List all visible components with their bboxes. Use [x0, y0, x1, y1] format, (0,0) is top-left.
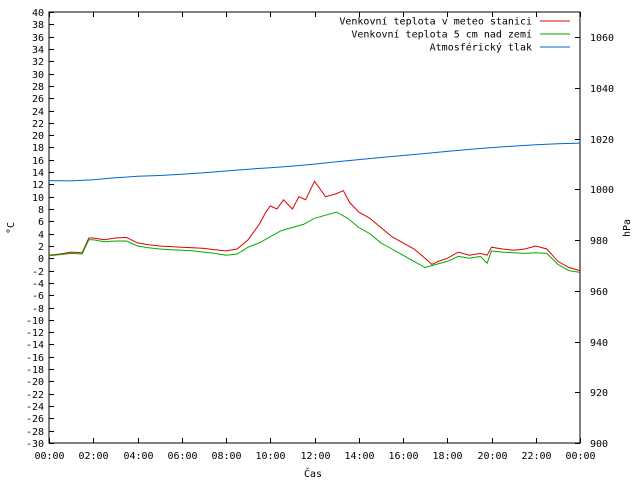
- y-right-tick-label: 1000: [590, 185, 614, 196]
- y-left-tick-label: 36: [32, 33, 44, 44]
- y-axis-right-label: hPa: [622, 219, 633, 237]
- legend-label: Venkovní teplota 5 cm nad zemí: [351, 29, 532, 41]
- x-tick-label: 00:00: [565, 451, 595, 462]
- x-tick-label: 10:00: [255, 451, 285, 462]
- y-left-tick-label: -16: [26, 353, 44, 364]
- y-left-tick-label: 38: [32, 20, 44, 31]
- x-tick-label: 14:00: [344, 451, 374, 462]
- y-right-tick-label: 1040: [590, 84, 614, 95]
- y-left-tick-label: 32: [32, 57, 44, 68]
- y-left-tick-label: 22: [32, 119, 44, 130]
- y-left-tick-label: -30: [26, 439, 44, 450]
- series-line-2: [48, 211, 581, 273]
- y-left-tick-label: 0: [38, 254, 44, 265]
- x-tick-label: 06:00: [167, 451, 197, 462]
- y-left-tick-label: 18: [32, 143, 44, 154]
- legend-label: Atmosférický tlak: [430, 42, 532, 54]
- x-tick-label: 08:00: [211, 451, 241, 462]
- y-right-tick-label: 920: [590, 388, 608, 399]
- y-left-tick-label: -6: [32, 291, 44, 302]
- legend-label: Venkovní teplota v meteo stanici: [339, 16, 532, 28]
- x-tick-label: 18:00: [432, 451, 462, 462]
- y-axis-left: 4038363432302826242220181614121086420-2-…: [26, 8, 54, 450]
- y-left-tick-label: -8: [32, 304, 44, 315]
- y-left-tick-label: 24: [32, 107, 44, 118]
- y-left-tick-label: -20: [26, 377, 44, 388]
- y-left-tick-label: 30: [32, 70, 44, 81]
- series-line-3: [48, 142, 581, 182]
- y-left-tick-label: 40: [32, 8, 44, 19]
- y-left-tick-label: -14: [26, 340, 44, 351]
- x-tick-label: 04:00: [123, 451, 153, 462]
- y-right-tick-label: 980: [590, 236, 608, 247]
- y-left-tick-label: -12: [26, 328, 44, 339]
- x-tick-label: 16:00: [388, 451, 418, 462]
- y-axis-left-label: °C: [6, 222, 17, 234]
- y-left-tick-label: -22: [26, 390, 44, 401]
- y-left-tick-label: -24: [26, 402, 44, 413]
- x-tick-label: 20:00: [477, 451, 507, 462]
- x-tick-label: 22:00: [521, 451, 551, 462]
- y-right-tick-label: 1020: [590, 135, 614, 146]
- y-left-tick-label: 26: [32, 94, 44, 105]
- y-left-tick-label: 8: [38, 205, 44, 216]
- x-tick-label: 12:00: [300, 451, 330, 462]
- y-left-tick-label: 14: [32, 168, 44, 179]
- x-tick-label: 00:00: [34, 451, 64, 462]
- series-lines: [48, 142, 581, 273]
- y-left-tick-label: -18: [26, 365, 44, 376]
- series-line-1: [48, 180, 581, 272]
- x-axis-label: Čas: [304, 467, 322, 480]
- y-left-tick-label: 12: [32, 180, 44, 191]
- y-left-tick-label: 20: [32, 131, 44, 142]
- y-right-tick-label: 960: [590, 287, 608, 298]
- y-axis-right: 1060 1040 1020 1000 980 960 940 920 900: [575, 33, 614, 450]
- x-axis: 00:00 02:00 04:00 06:00 08:00 10:00 12:00 14:00…: [34, 12, 596, 462]
- y-left-tick-label: 6: [38, 217, 44, 228]
- y-right-tick-label: 900: [590, 439, 608, 450]
- y-left-tick-label: -28: [26, 427, 44, 438]
- y-right-tick-label: 1060: [590, 33, 614, 44]
- y-left-tick-label: 10: [32, 193, 44, 204]
- y-left-tick-label: 4: [38, 230, 44, 241]
- y-left-tick-label: -26: [26, 414, 44, 425]
- plot-border: [48, 11, 581, 444]
- y-left-tick-label: 2: [38, 242, 44, 253]
- y-left-tick-label: -2: [32, 267, 44, 278]
- legend: Venkovní teplota v meteo staniciVenkovní…: [339, 16, 570, 54]
- y-left-tick-label: 16: [32, 156, 44, 167]
- y-left-tick-label: 28: [32, 82, 44, 93]
- y-left-tick-label: 34: [32, 45, 44, 56]
- x-tick-label: 02:00: [78, 451, 108, 462]
- y-right-tick-label: 940: [590, 338, 608, 349]
- y-left-tick-label: -4: [32, 279, 44, 290]
- plot-frame: [48, 11, 581, 444]
- y-left-tick-label: -10: [26, 316, 44, 327]
